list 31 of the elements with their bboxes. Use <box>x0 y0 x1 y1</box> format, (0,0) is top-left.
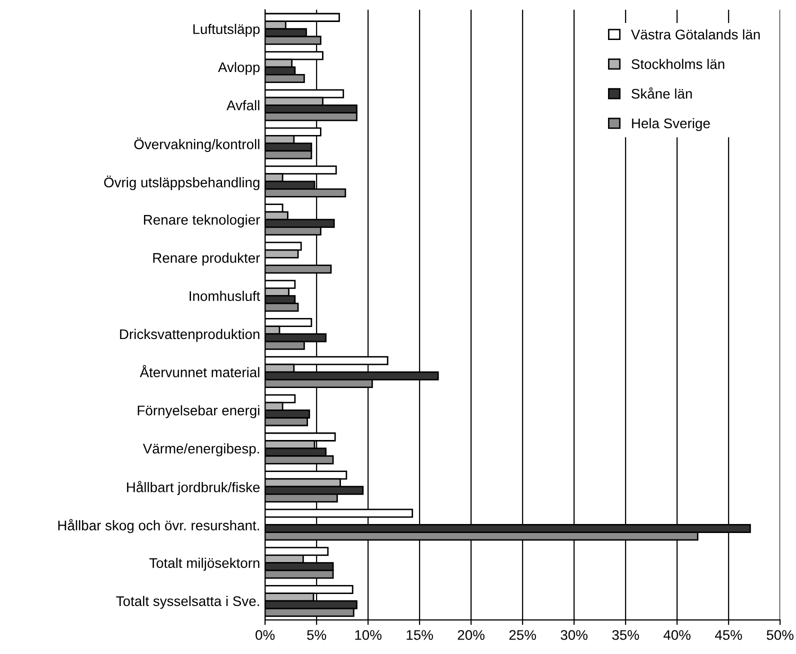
y-tick-label: Hållbart jordbruk/fiske <box>127 480 260 495</box>
legend-label: Västra Götalands län <box>631 29 760 40</box>
x-tick-label: 10% <box>355 630 382 640</box>
x-tick-label: 0% <box>256 630 275 640</box>
y-tick-label: Avfall <box>226 100 260 110</box>
y-tick-label: Totalt sysselsatta i Sve. <box>116 596 259 609</box>
y-tick-label: Luftutsläpp <box>193 24 260 37</box>
y-tick-label: Renare produkter <box>153 252 260 266</box>
x-tick-label: 20% <box>458 630 484 640</box>
legend-label: Skåne län <box>632 87 692 99</box>
y-tick-label: Renare teknologier <box>144 214 260 228</box>
y-tick-label: Återvunnet material <box>140 364 260 378</box>
y-tick-label: Förnyelsebar energi <box>138 405 260 418</box>
y-tick-label: Inomhusluft <box>190 290 260 301</box>
x-tick-label: 5% <box>307 630 326 640</box>
x-tick-label: 25% <box>509 630 536 640</box>
x-tick-label: 15% <box>406 630 433 640</box>
y-tick-label: Värme/energibesp. <box>142 443 259 456</box>
y-tick-label: Totalt miljösektorn <box>149 558 260 571</box>
y-tick-label: Dricksvattenproduktion <box>120 328 260 342</box>
x-tick-label: 40% <box>664 630 690 640</box>
y-tick-label: Övervakning/kontroll <box>134 137 260 152</box>
y-tick-label: Hållbar skog och övr. resurshant. <box>58 519 259 534</box>
y-tick-label: Avlopp <box>218 62 260 75</box>
legend-label: Hela Sverige <box>632 118 710 132</box>
x-tick-label: 50% <box>766 630 794 640</box>
x-tick-label: 35% <box>612 630 639 640</box>
legend-label: Stockholms län <box>632 58 724 70</box>
x-tick-label: 30% <box>560 630 588 640</box>
y-tick-label: Övrig utsläppsbehandling <box>104 176 260 190</box>
x-tick-label: 45% <box>715 630 742 640</box>
